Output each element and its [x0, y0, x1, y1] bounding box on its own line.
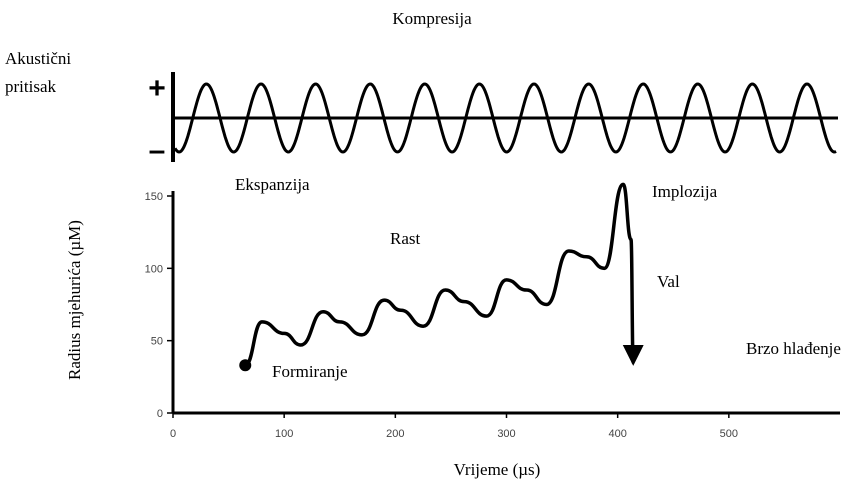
annotation: +: [148, 72, 166, 105]
annotation: Val: [657, 272, 680, 291]
x-axis-label: Vrijeme (µs): [454, 460, 541, 479]
x-tick-label: 300: [497, 428, 515, 440]
annotation: Implozija: [652, 182, 718, 201]
x-tick-label: 0: [170, 428, 176, 440]
annotation: pritisak: [5, 77, 56, 96]
annotation: –: [149, 134, 166, 167]
x-tick-label: 400: [608, 428, 626, 440]
x-tick-label: 200: [386, 428, 404, 440]
x-tick-label: 100: [275, 428, 293, 440]
acoustic-wave: [171, 72, 838, 162]
annotation: Rast: [390, 229, 421, 248]
x-tick-label: 500: [720, 428, 738, 440]
annotation: Formiranje: [272, 362, 348, 381]
wave-line: [173, 82, 837, 154]
y-tick-label: 50: [151, 336, 163, 348]
start-dot: [239, 359, 252, 372]
annotation: Akustični: [5, 49, 71, 68]
radius-line: [244, 182, 646, 368]
annotation: Ekspanzija: [235, 175, 310, 194]
annotation: Brzo hlađenje: [746, 339, 841, 358]
y-tick-label: 150: [145, 191, 163, 203]
annotation: Kompresija: [392, 9, 472, 28]
y-tick-label: 0: [157, 408, 163, 420]
y-tick-label: 100: [145, 263, 163, 275]
y-axis-label: Radius mjehurića (µM): [65, 220, 84, 380]
